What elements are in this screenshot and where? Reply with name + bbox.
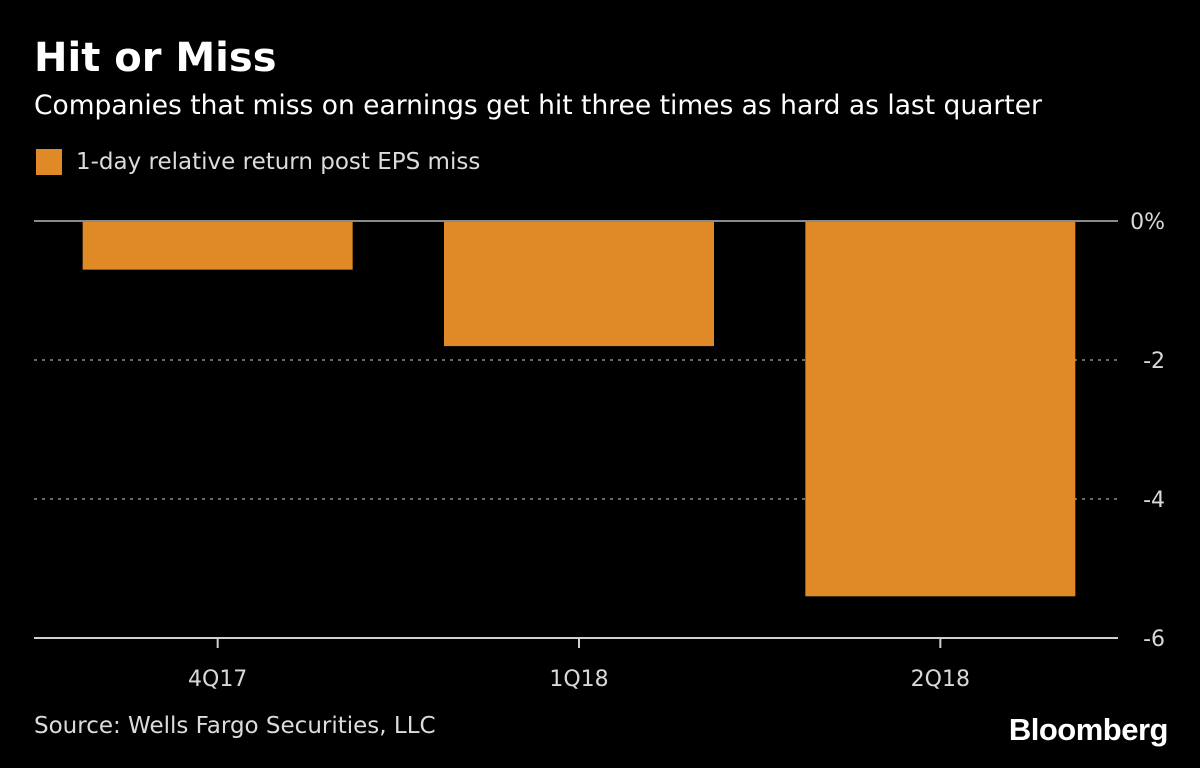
legend: 1-day relative return post EPS miss bbox=[36, 145, 480, 179]
x-tick-label: 1Q18 bbox=[549, 667, 608, 692]
legend-label: 1-day relative return post EPS miss bbox=[76, 149, 481, 175]
bar-2q18 bbox=[805, 221, 1076, 597]
chart-subtitle: Companies that miss on earnings get hit … bbox=[34, 90, 1042, 121]
x-tick-label: 2Q18 bbox=[911, 667, 970, 692]
legend-swatch bbox=[36, 149, 62, 175]
y-tick-label: -4 bbox=[1143, 488, 1165, 513]
bloomberg-logo: Bloomberg bbox=[1008, 712, 1169, 747]
bar-4q17 bbox=[82, 221, 353, 270]
chart-title: Hit or Miss bbox=[34, 35, 277, 81]
y-tick-label: -6 bbox=[1143, 627, 1165, 652]
x-tick-label: 4Q17 bbox=[188, 667, 247, 692]
y-tick-label: -2 bbox=[1143, 349, 1165, 374]
bar-1q18 bbox=[444, 221, 714, 347]
source-note: Source: Wells Fargo Securities, LLC bbox=[34, 713, 436, 739]
y-tick-label: 0% bbox=[1130, 210, 1165, 235]
